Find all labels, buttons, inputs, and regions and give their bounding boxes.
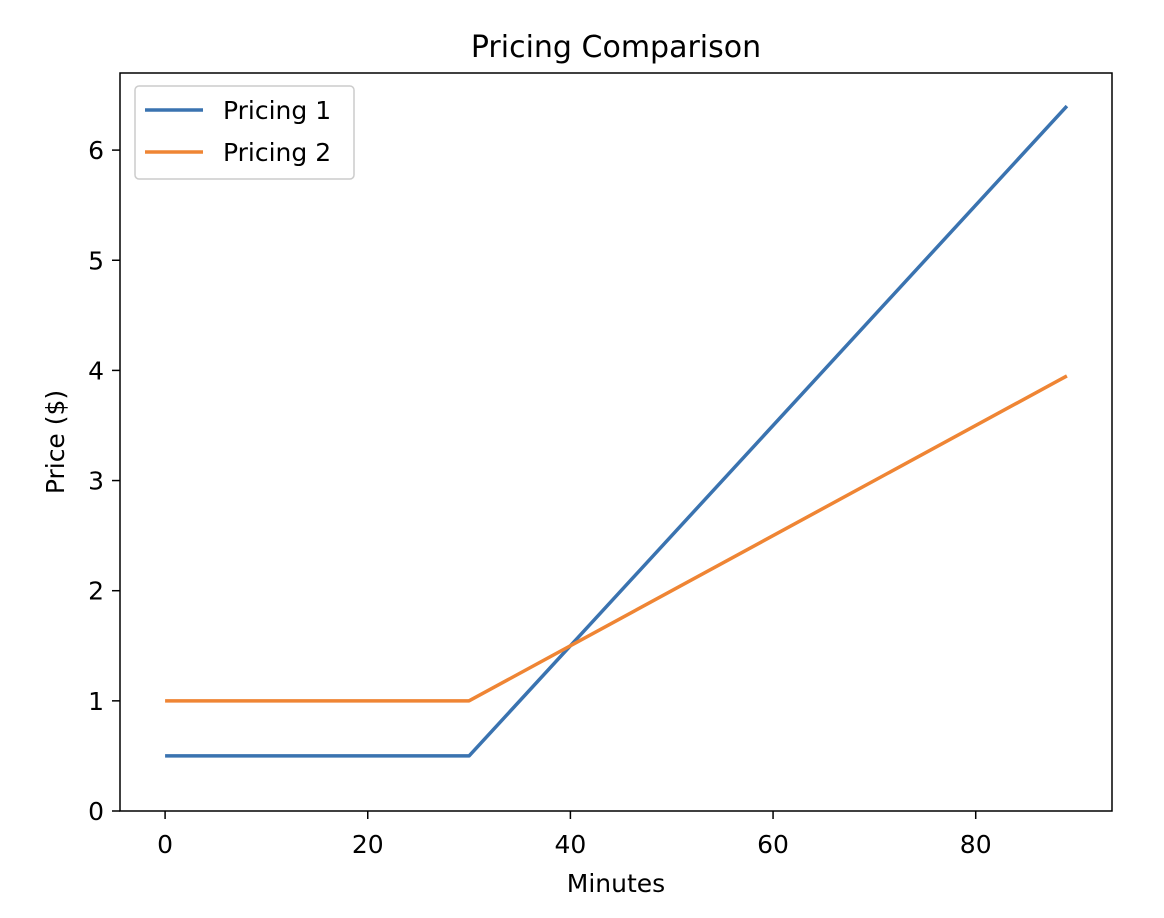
legend-label-2: Pricing 2 bbox=[223, 138, 331, 167]
x-axis: 0 20 40 60 80 bbox=[157, 811, 992, 859]
y-tick-label: 2 bbox=[88, 577, 104, 606]
x-tick-label: 20 bbox=[352, 830, 384, 859]
legend-label-1: Pricing 1 bbox=[223, 96, 331, 125]
x-tick-label: 0 bbox=[157, 830, 173, 859]
chart-title: Pricing Comparison bbox=[471, 30, 761, 65]
y-axis-label: Price ($) bbox=[41, 390, 70, 494]
y-tick-label: 3 bbox=[88, 467, 104, 496]
y-tick-label: 1 bbox=[88, 687, 104, 716]
x-tick-label: 40 bbox=[554, 830, 586, 859]
series-line-1 bbox=[165, 104, 1069, 758]
x-tick-label: 60 bbox=[757, 830, 789, 859]
legend[interactable]: Pricing 1 Pricing 2 bbox=[134, 85, 355, 180]
y-tick-label: 5 bbox=[88, 246, 104, 275]
series-layer bbox=[165, 104, 1069, 758]
y-tick-label: 6 bbox=[88, 136, 104, 165]
x-tick-label: 80 bbox=[960, 830, 992, 859]
plot-area bbox=[119, 72, 1113, 812]
y-tick-label: 4 bbox=[88, 356, 104, 385]
x-axis-label: Minutes bbox=[567, 869, 665, 898]
y-axis: 0 1 2 3 4 5 6 bbox=[88, 136, 120, 826]
plot-frame bbox=[119, 72, 1113, 812]
y-tick-label: 0 bbox=[88, 797, 104, 826]
series-line-2 bbox=[165, 374, 1068, 703]
